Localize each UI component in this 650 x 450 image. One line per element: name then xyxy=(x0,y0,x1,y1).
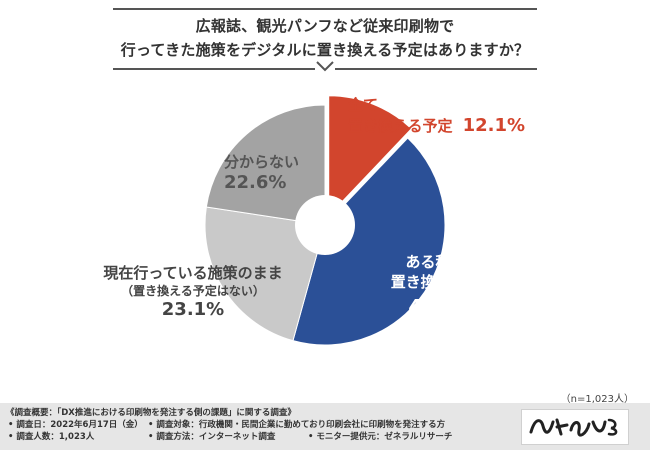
chart-title-line2: 行ってきた施策をデジタルに置き換える予定はありますか？ xyxy=(120,41,530,59)
slice-no-change xyxy=(204,206,326,342)
brand-logo-mark xyxy=(529,418,618,437)
label-all-replace-line2: 置き換える予定 xyxy=(348,117,453,135)
survey-method: • 調査方法：インターネット調査 xyxy=(148,432,276,442)
chart-title: 広報誌、観光パンフなど従来印刷物で 行ってきた施策をデジタルに置き換える予定はあ… xyxy=(113,14,537,62)
donut-chart xyxy=(204,95,446,346)
survey-title: 《調査概要：「DX推進における印刷物を発注する側の課題」に関する調査》 xyxy=(6,408,296,418)
label-no-change-line2: （置き換える予定はない） xyxy=(121,284,265,298)
slice-partial-replace xyxy=(292,137,446,346)
survey-date: • 調査日：2022年6月17日（金） xyxy=(8,420,143,430)
label-partial-replace-pct: 42.2% xyxy=(408,295,478,319)
sample-size-note: （n=1,023人） xyxy=(560,394,634,405)
survey-provider: • モニター提供元：ゼネラルリサーチ xyxy=(308,432,453,442)
label-no-change: 現在行っている施策のまま （置き換える予定はない） 23.1% xyxy=(86,263,300,321)
title-rule-top xyxy=(113,8,537,10)
donut-slices xyxy=(204,95,446,346)
title-box: 広報誌、観光パンフなど従来印刷物で 行ってきた施策をデジタルに置き換える予定はあ… xyxy=(113,8,537,72)
label-all-replace-line1: 全て xyxy=(348,96,379,114)
chevron-down-icon xyxy=(316,61,334,72)
title-rule-bottom-left xyxy=(113,68,315,70)
label-no-change-line1: 現在行っている施策のまま xyxy=(103,264,283,282)
label-no-change-pct: 23.1% xyxy=(161,299,225,320)
label-all-replace-pct: 12.1% xyxy=(462,115,526,136)
title-rule-bottom-right xyxy=(335,68,537,70)
label-partial-replace: ある程度は 置き換える予定 42.2% xyxy=(382,252,504,318)
slice-unknown xyxy=(205,104,326,226)
survey-target: • 調査対象：行政機関・民間企業に勤めており印刷会社に印刷物を発注する方 xyxy=(148,420,446,430)
label-partial-replace-line1: ある程度は xyxy=(405,253,481,271)
chart-title-line1: 広報誌、観光パンフなど従来印刷物で xyxy=(195,17,455,35)
label-all-replace: 全て 置き換える予定 12.1% xyxy=(348,95,525,137)
label-partial-replace-line2: 置き換える予定 xyxy=(390,273,496,291)
survey-count: • 調査人数：1,023人 xyxy=(8,432,95,442)
brand-logo-icon xyxy=(521,409,629,445)
label-unknown: 分からない 22.6% xyxy=(224,152,299,194)
donut-hole xyxy=(295,195,355,255)
slice-all-replace xyxy=(328,95,413,217)
label-unknown-line1: 分からない xyxy=(224,153,300,171)
label-unknown-pct: 22.6% xyxy=(224,172,287,193)
